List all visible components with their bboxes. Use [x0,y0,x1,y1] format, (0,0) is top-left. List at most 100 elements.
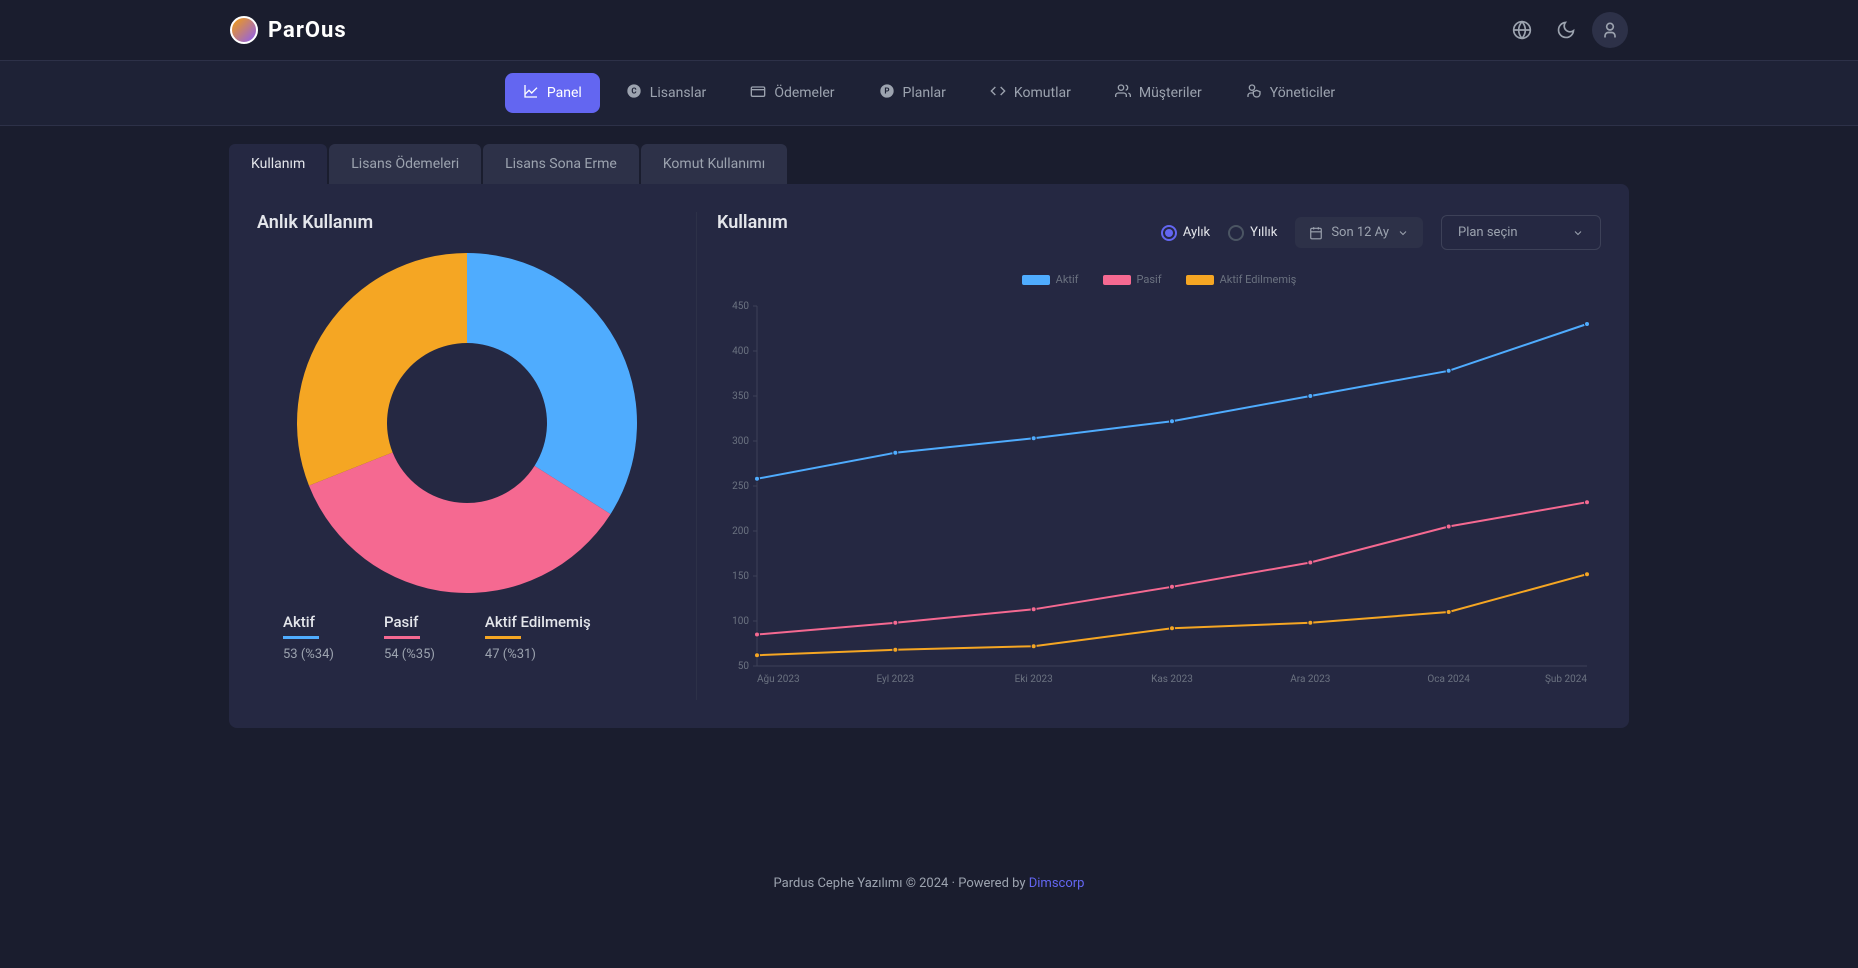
nav-ödemeler[interactable]: Ödemeler [732,73,852,113]
legend-value: 54 (%35) [384,647,435,662]
legend-text: Aktif Edilmemiş [1220,273,1297,286]
legend-swatch [1103,275,1131,285]
svg-text:100: 100 [732,616,749,627]
legend-item: Aktif Edilmemiş 47 (%31) [485,613,591,662]
svg-text:Kas 2023: Kas 2023 [1151,674,1193,685]
globe-icon[interactable] [1504,12,1540,48]
footer-text: Pardus Cephe Yazılımı © 2024 · Powered b… [774,876,1029,891]
legend-swatch [1022,275,1050,285]
svg-text:Ara 2023: Ara 2023 [1290,674,1330,685]
radio-circle-icon [1161,225,1177,241]
wallet-icon [750,83,766,103]
legend-bar [485,636,521,639]
line-chart-legend: Aktif Pasif Aktif Edilmemiş [717,273,1601,286]
svg-text:150: 150 [732,571,749,582]
radio-circle-icon [1228,225,1244,241]
legend-text: Aktif [1056,273,1079,286]
donut-chart [257,253,676,593]
svg-text:Ağu 2023: Ağu 2023 [757,674,800,685]
main-content: KullanımLisans ÖdemeleriLisans Sona Erme… [229,126,1629,746]
radio-aylık[interactable]: Aylık [1161,225,1210,241]
logo-badge-icon [230,16,258,44]
svg-text:P: P [884,87,889,96]
donut-legend: Aktif 53 (%34) Pasif 54 (%35) Aktif Edilmemi… [257,613,676,662]
nav-label: Ödemeler [774,85,834,101]
donut-panel: Anlık Kullanım Aktif 53 (%34) Pasif 54 (%35… [257,212,697,700]
usage-title: Kullanım [717,212,788,233]
legend-value: 53 (%34) [283,647,334,662]
legend-bar [283,636,319,639]
svg-text:300: 300 [732,436,749,447]
p-circle-icon: P [879,83,895,103]
dashboard-tabs: KullanımLisans ÖdemeleriLisans Sona Erme… [229,144,1629,184]
copyright-icon: C [626,83,642,103]
nav-planlar[interactable]: P Planlar [861,73,964,113]
svg-text:450: 450 [732,301,749,312]
tab-lisans-ödemeleri[interactable]: Lisans Ödemeleri [329,144,481,184]
moon-icon[interactable] [1548,12,1584,48]
main-nav: Panel C Lisanslar Ödemeler P Planlar Komutlar M… [0,61,1858,126]
nav-komutlar[interactable]: Komutlar [972,73,1089,113]
period-radio-group: Aylık Yıllık [1161,225,1277,241]
chart-legend-item[interactable]: Aktif Edilmemiş [1186,273,1297,286]
nav-yöneticiler[interactable]: Yöneticiler [1228,73,1353,113]
footer-link[interactable]: Dimscorp [1029,876,1085,891]
header: ParOus [0,0,1858,61]
tab-kullanım[interactable]: Kullanım [229,144,327,184]
dashboard-card: Anlık Kullanım Aktif 53 (%34) Pasif 54 (%35… [229,184,1629,728]
chart-legend-item[interactable]: Pasif [1103,273,1162,286]
svg-text:C: C [631,87,636,96]
plan-dropdown[interactable]: Plan seçin [1441,215,1601,250]
legend-label: Aktif [283,613,334,631]
footer: Pardus Cephe Yazılımı © 2024 · Powered b… [0,746,1858,905]
svg-text:200: 200 [732,526,749,537]
legend-swatch [1186,275,1214,285]
svg-text:Eki 2023: Eki 2023 [1015,674,1053,685]
usage-panel: Kullanım Aylık Yıllık Son 12 Ay Plan seçi… [717,212,1601,700]
user-avatar-icon[interactable] [1592,12,1628,48]
svg-text:Eyl 2023: Eyl 2023 [876,674,914,685]
nav-lisanslar[interactable]: C Lisanslar [608,73,725,113]
line-chart: 50 100 150 200 250 300 350 400 450 Ağu 2023 Eyl 20… [717,296,1601,700]
plan-label: Plan seçin [1458,225,1518,240]
legend-item: Pasif 54 (%35) [384,613,435,662]
tab-lisans-sona-erme[interactable]: Lisans Sona Erme [483,144,639,184]
nav-panel[interactable]: Panel [505,73,600,113]
header-actions [1504,12,1628,48]
usage-controls: Aylık Yıllık Son 12 Ay Plan seçin [1161,215,1601,250]
legend-bar [384,636,420,639]
code-icon [990,83,1006,103]
brand-name: ParOus [268,18,347,43]
donut-title: Anlık Kullanım [257,212,676,233]
tab-komut-kullanımı[interactable]: Komut Kullanımı [641,144,787,184]
legend-label: Pasif [384,613,435,631]
nav-label: Komutlar [1014,85,1071,101]
range-dropdown[interactable]: Son 12 Ay [1295,217,1423,248]
svg-text:350: 350 [732,391,749,402]
nav-label: Yöneticiler [1270,85,1335,101]
brand-logo[interactable]: ParOus [230,16,347,44]
radio-label: Yıllık [1250,225,1277,240]
svg-text:Oca 2024: Oca 2024 [1427,674,1470,685]
legend-label: Aktif Edilmemiş [485,613,591,631]
nav-label: Panel [547,85,582,101]
nav-label: Müşteriler [1139,85,1202,101]
svg-text:Şub 2024: Şub 2024 [1545,674,1587,685]
chart-legend-item[interactable]: Aktif [1022,273,1079,286]
user-shield-icon [1246,83,1262,103]
range-label: Son 12 Ay [1331,225,1389,240]
svg-text:50: 50 [738,661,750,672]
svg-text:250: 250 [732,481,749,492]
legend-value: 47 (%31) [485,647,591,662]
radio-label: Aylık [1183,225,1210,240]
users-icon [1115,83,1131,103]
legend-item: Aktif 53 (%34) [283,613,334,662]
nav-label: Planlar [903,85,946,101]
legend-text: Pasif [1137,273,1162,286]
radio-yıllık[interactable]: Yıllık [1228,225,1277,241]
svg-text:400: 400 [732,346,749,357]
chart-line-icon [523,83,539,103]
usage-header: Kullanım Aylık Yıllık Son 12 Ay Plan seçi… [717,212,1601,253]
nav-label: Lisanslar [650,85,707,101]
nav-müşteriler[interactable]: Müşteriler [1097,73,1220,113]
